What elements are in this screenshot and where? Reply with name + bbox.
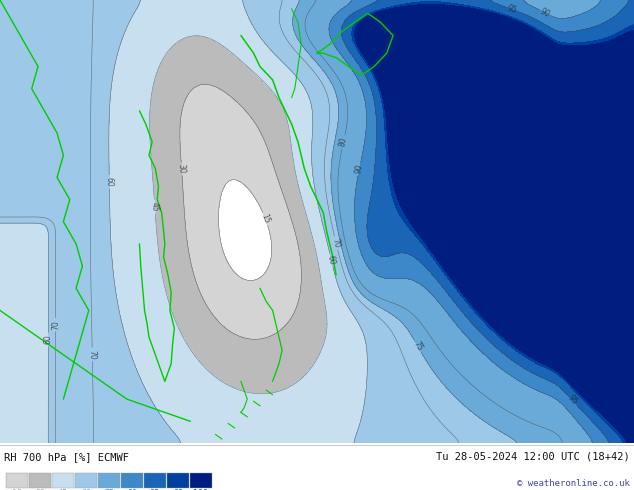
Text: 95: 95 [150, 489, 160, 490]
Text: 60: 60 [105, 177, 114, 187]
Bar [6, 473, 28, 488]
Text: 15: 15 [259, 213, 271, 225]
Text: © weatheronline.co.uk: © weatheronline.co.uk [517, 479, 630, 488]
Text: RH 700 hPa [%] ECMWF: RH 700 hPa [%] ECMWF [4, 452, 129, 462]
Text: 30: 30 [35, 489, 45, 490]
Text: 60: 60 [326, 254, 337, 266]
Bar [52, 473, 74, 488]
Bar [98, 473, 120, 488]
Text: 45: 45 [150, 201, 160, 212]
Text: 99: 99 [173, 489, 183, 490]
Text: 100: 100 [193, 489, 209, 490]
Text: 75: 75 [104, 489, 114, 490]
Text: 45: 45 [58, 489, 68, 490]
Bar [167, 473, 189, 488]
Bar [75, 473, 97, 488]
Text: 70: 70 [87, 349, 97, 359]
Bar [121, 473, 143, 488]
Text: 70: 70 [51, 320, 60, 330]
Bar [29, 473, 51, 488]
Text: 95: 95 [566, 393, 579, 407]
Bar [144, 473, 166, 488]
Text: 90: 90 [127, 489, 137, 490]
Text: Tu 28-05-2024 12:00 UTC (18+42): Tu 28-05-2024 12:00 UTC (18+42) [436, 452, 630, 462]
Text: 60: 60 [44, 335, 53, 344]
Text: 80: 80 [338, 136, 349, 147]
Text: 15: 15 [12, 489, 22, 490]
Text: 70: 70 [330, 237, 342, 249]
Text: 95: 95 [505, 3, 518, 15]
Text: 75: 75 [411, 340, 424, 353]
Text: 60: 60 [81, 489, 91, 490]
Bar [190, 473, 212, 488]
Text: 90: 90 [354, 163, 365, 174]
Text: 90: 90 [539, 7, 552, 19]
Text: 30: 30 [177, 164, 186, 174]
